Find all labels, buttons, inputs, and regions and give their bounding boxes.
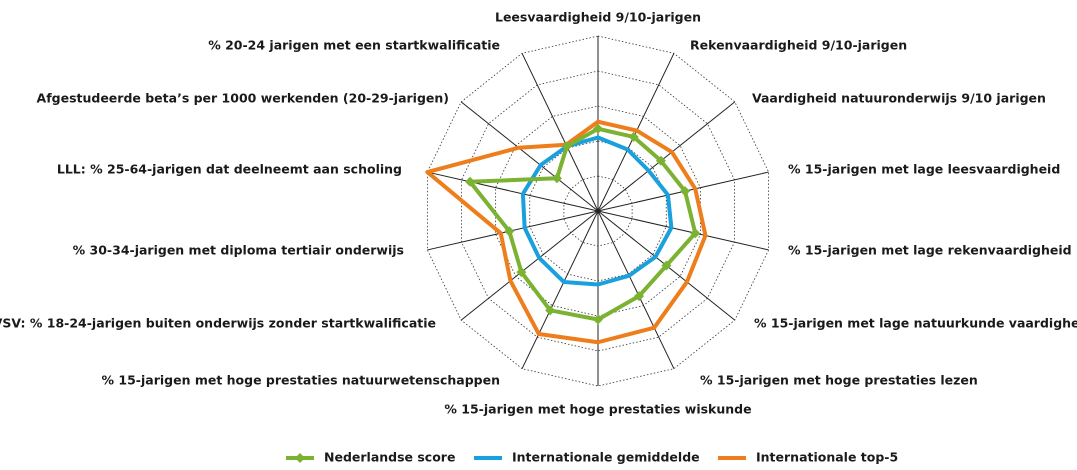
marker xyxy=(680,186,691,197)
axis-label: % 15-jarigen met lage rekenvaardigheid xyxy=(788,243,1072,258)
axis-label: LLL: % 25-64-jarigen dat deelneemt aan s… xyxy=(57,162,402,177)
spoke xyxy=(597,101,736,212)
marker xyxy=(465,176,476,187)
marker xyxy=(504,226,515,237)
spoke xyxy=(521,210,599,369)
series-line xyxy=(520,135,674,287)
axis-label: % 15-jarigen met hoge prestaties natuurw… xyxy=(102,373,500,388)
axis-label: Vaardigheid natuuronderwijs 9/10 jarigen xyxy=(752,91,1046,106)
marker xyxy=(661,260,672,271)
legend-label: Internationale gemiddelde xyxy=(512,450,700,465)
marker xyxy=(628,131,639,142)
spoke xyxy=(460,101,599,212)
axis-label: % 15-jarigen met hoge prestaties wiskund… xyxy=(444,402,751,417)
marker xyxy=(545,305,556,316)
spoke xyxy=(521,53,599,212)
axis-label: VSV: % 18-24-jarigen buiten onderwijs zo… xyxy=(0,316,436,331)
grid-ring xyxy=(495,105,701,317)
axis-label: % 15-jarigen met hoge prestaties lezen xyxy=(700,373,978,388)
marker xyxy=(593,314,603,325)
axis-label: Leesvaardigheid 9/10-jarigen xyxy=(495,10,701,25)
series-line xyxy=(425,119,708,345)
spoke xyxy=(427,171,599,212)
spoke xyxy=(460,210,599,321)
axis-label: % 15-jarigen met lage leesvaardigheid xyxy=(788,162,1060,177)
legend-marker xyxy=(295,453,305,463)
marker xyxy=(516,267,527,278)
marker xyxy=(634,291,645,302)
legend-label: Nederlandse score xyxy=(324,450,455,465)
spoke xyxy=(597,210,769,251)
legend-label: Internationale top-5 xyxy=(756,450,898,465)
marker xyxy=(561,141,572,152)
axis-label: % 15-jarigen met lage natuurkunde vaardi… xyxy=(754,316,1077,331)
axis-label: % 30-34-jarigen met diploma tertiair ond… xyxy=(73,243,404,258)
marker xyxy=(551,173,562,184)
marker xyxy=(655,155,666,166)
marker xyxy=(593,123,603,134)
axis-label: Afgestudeerde beta’s per 1000 werkenden … xyxy=(37,91,449,106)
spoke xyxy=(597,210,675,369)
marker xyxy=(690,228,701,239)
axis-label: % 20-24 jarigen met een startkwalificati… xyxy=(208,38,500,53)
axis-label: Rekenvaardigheid 9/10-jarigen xyxy=(690,38,907,53)
